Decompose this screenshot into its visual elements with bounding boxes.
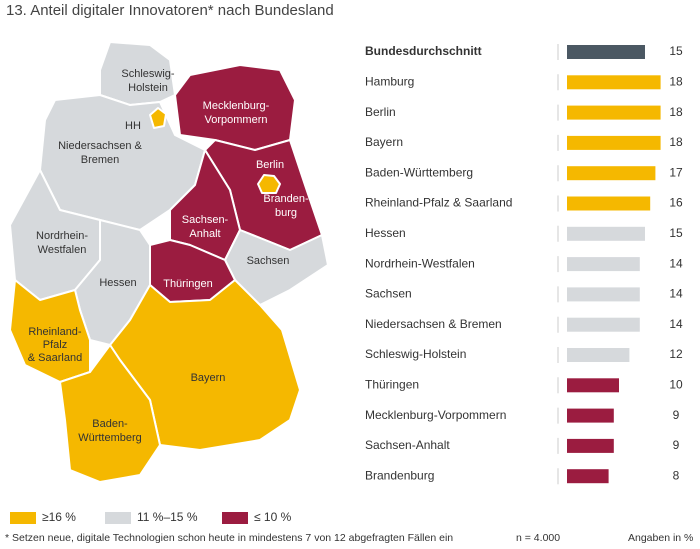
category-label: Brandenburg [365, 468, 434, 482]
bar [567, 287, 640, 302]
value-label: 18 [669, 74, 683, 88]
legend-label: 11 %–15 % [137, 510, 198, 524]
category-label: Nordrhein-Westfalen [365, 256, 475, 270]
category-label: Thüringen [365, 377, 419, 391]
category-label: Berlin [365, 105, 396, 119]
sample-size: n = 4.000 [516, 532, 560, 544]
legend-label: ≤ 10 % [254, 510, 292, 524]
bar [567, 196, 651, 211]
category-label: Hessen [365, 226, 406, 240]
bar [567, 166, 656, 181]
region-label: Hessen [99, 277, 136, 289]
bar [567, 408, 614, 423]
value-label: 14 [669, 287, 683, 301]
region-label: Niedersachsen & Bremen [58, 140, 142, 166]
region-label: Rheinland-Pfalz & Saarland [28, 326, 82, 364]
bar [567, 348, 630, 362]
region [149, 107, 167, 129]
bar [567, 75, 661, 90]
legend: ≥16 % 11 %–15 % ≤ 10 % [10, 510, 292, 524]
footnote: * Setzen neue, digitale Technologien sch… [5, 532, 453, 544]
value-label: 12 [669, 347, 683, 361]
region-label: Bayern [191, 372, 226, 384]
region-label: Berlin [256, 159, 284, 171]
map: Schleswig-Holstein Mecklenburg-Vorpommer… [9, 41, 329, 483]
region-label: Mecklenburg-Vorpommern [203, 100, 270, 126]
legend-label: ≥16 % [42, 510, 76, 524]
region [9, 279, 91, 383]
category-label: Bayern [365, 135, 403, 149]
category-label: Sachsen [365, 287, 412, 301]
category-label: Baden-Württemberg [365, 165, 473, 179]
bar [567, 257, 640, 272]
bar [567, 135, 661, 150]
unit-note: Angaben in % [628, 532, 693, 544]
region [257, 174, 281, 194]
bar [567, 226, 645, 241]
value-label: 18 [669, 135, 683, 149]
value-label: 10 [669, 377, 683, 391]
region-label: Sachsen-Anhalt [182, 214, 229, 240]
category-label: Bundesdurchschnitt [365, 44, 482, 58]
region-label: Sachsen [247, 255, 290, 267]
category-label: Sachsen-Anhalt [365, 438, 450, 452]
value-label: 18 [669, 105, 683, 119]
value-label: 9 [673, 408, 680, 422]
value-label: 14 [669, 317, 683, 331]
bar [567, 105, 661, 120]
bar [567, 317, 640, 332]
value-label: 8 [673, 468, 680, 482]
bar [567, 45, 645, 59]
category-label: Mecklenburg-Vorpommern [365, 408, 506, 422]
bar [567, 378, 619, 393]
category-label: Niedersachsen & Bremen [365, 317, 502, 331]
legend-swatch [105, 512, 131, 524]
value-label: 17 [669, 165, 683, 179]
legend-swatch [222, 512, 248, 524]
region-label: Thüringen [163, 278, 213, 290]
value-label: 9 [673, 438, 680, 452]
region-label: Schleswig-Holstein [121, 68, 175, 94]
bar [567, 469, 609, 484]
category-label: Schleswig-Holstein [365, 347, 466, 361]
value-label: 15 [669, 226, 683, 240]
region-label: Baden-Württemberg [78, 418, 142, 444]
value-label: 16 [669, 196, 683, 210]
bar [567, 438, 614, 453]
region [174, 64, 296, 151]
category-label: Rheinland-Pfalz & Saarland [365, 196, 512, 210]
region-label: Nordrhein-Westfalen [36, 230, 88, 256]
value-label: 15 [669, 44, 683, 58]
value-label: 14 [669, 256, 683, 270]
region-label: Branden-burg [263, 193, 309, 219]
category-label: Hamburg [365, 74, 414, 88]
region-label: HH [125, 120, 141, 132]
chart-title: 13. Anteil digitaler Innovatoren* nach B… [6, 2, 334, 19]
region [59, 344, 161, 483]
legend-swatch [10, 512, 36, 524]
